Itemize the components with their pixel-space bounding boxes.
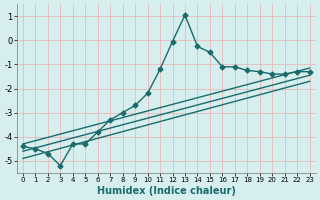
X-axis label: Humidex (Indice chaleur): Humidex (Indice chaleur) bbox=[97, 186, 236, 196]
